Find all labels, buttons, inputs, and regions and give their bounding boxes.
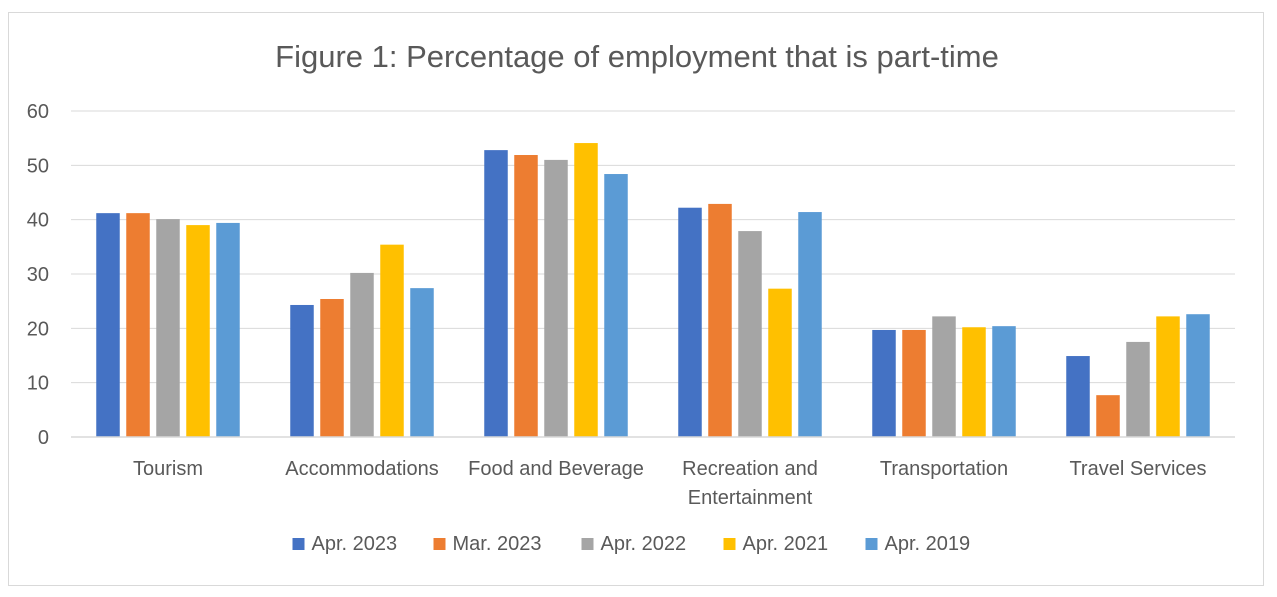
bar [96,213,120,437]
bar [216,222,240,437]
legend-label: Mar. 2023 [453,533,542,555]
bar [320,298,344,437]
legend-swatch [865,538,878,550]
legend-swatch [723,538,736,550]
bar [1066,356,1090,437]
y-tick-label: 0 [38,427,49,449]
bar [678,207,702,437]
y-tick-label: 60 [27,101,49,123]
gridlines [71,110,1235,384]
legend-swatch [433,538,446,550]
y-tick-label: 50 [27,155,49,177]
bar-chart: Figure 1: Percentage of employment that … [27,39,1235,555]
bar [768,288,792,437]
bar [738,231,762,437]
legend-label: Apr. 2021 [743,533,829,555]
legend-swatch [581,538,594,550]
legend-label: Apr. 2022 [601,533,687,555]
bar [514,155,538,437]
bar [1156,316,1180,437]
bar [156,219,180,437]
x-category-label: Food and Beverage [468,458,644,480]
bar [604,174,628,437]
chart-title: Figure 1: Percentage of employment that … [275,39,999,74]
y-tick-label: 10 [27,373,49,395]
bar [902,329,926,437]
bar [1186,314,1210,437]
bar [932,316,956,437]
y-tick-label: 30 [27,264,49,286]
bar [962,327,986,437]
x-category-label: Travel Services [1069,458,1206,480]
x-category-label: Recreation and [682,458,818,480]
bar [350,272,374,437]
x-category-label: Accommodations [285,458,438,480]
legend-label: Apr. 2019 [885,533,971,555]
bar [798,212,822,437]
x-category-label: Transportation [880,458,1008,480]
y-tick-label: 20 [27,318,49,340]
x-axis-categories: Tourism Accommodations Food and Beverage Re… [133,458,1207,509]
bar [708,203,732,437]
bar [574,143,598,437]
bar [290,304,314,437]
bar [126,213,150,437]
chart-frame: Figure 1: Percentage of employment that … [8,12,1264,586]
x-category-label: Entertainment [688,487,813,509]
bars [96,143,1210,437]
bar [1126,341,1150,437]
bar [380,244,404,437]
legend-label: Apr. 2023 [312,533,398,555]
bar [544,159,568,437]
bar [992,326,1016,437]
legend-swatch [292,538,305,550]
bar [410,288,434,437]
bar [484,150,508,437]
bar [186,225,210,437]
y-axis-ticks: 0 10 20 30 40 50 60 [27,101,49,449]
legend: Apr. 2023 Mar. 2023 Apr. 2022 Apr. 2021 Apr.… [292,533,971,555]
bar [872,329,896,437]
bar [1096,395,1120,437]
y-tick-label: 40 [27,210,49,232]
x-category-label: Tourism [133,458,203,480]
